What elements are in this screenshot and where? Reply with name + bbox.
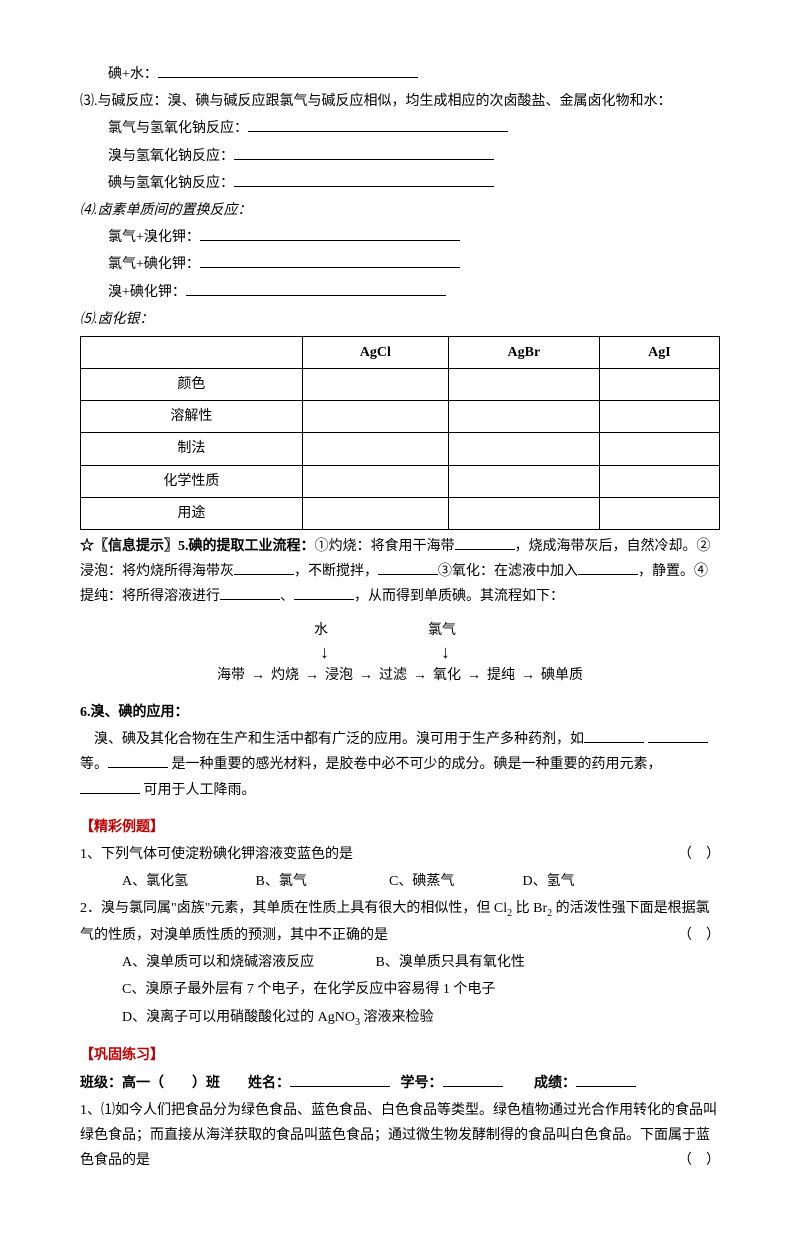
blank[interactable] (200, 226, 460, 241)
blank[interactable] (378, 560, 438, 575)
blank[interactable] (294, 585, 354, 600)
arrow-down-icon: ↓ (441, 643, 450, 661)
cell[interactable] (448, 497, 599, 529)
row-label: 颜色 (81, 369, 303, 401)
cell[interactable] (302, 433, 448, 465)
th-agcl: AgCl (302, 336, 448, 368)
blank[interactable] (584, 728, 644, 743)
flow-step: 碘单质 (541, 663, 583, 688)
blank[interactable] (234, 145, 494, 160)
cell[interactable] (448, 401, 599, 433)
th-blank (81, 336, 303, 368)
arrow-right-icon: → (359, 663, 373, 688)
answer-paren[interactable]: （ ） (678, 842, 720, 867)
flow-step: 海带 (217, 663, 245, 688)
student-info: 班级：高一（ ）班 姓名： 学号： 成绩： (80, 1071, 720, 1096)
fill-cl2-kbr: 氯气+溴化钾： (80, 225, 720, 250)
cell[interactable] (302, 465, 448, 497)
cell[interactable] (448, 369, 599, 401)
opt-b[interactable]: B、溴单质只具有氧化性 (376, 955, 525, 970)
blank[interactable] (186, 281, 446, 296)
th-agi: AgI (599, 336, 719, 368)
cell[interactable] (599, 465, 719, 497)
opt-c[interactable]: C、碘蒸气 (389, 869, 519, 894)
arrow-right-icon: → (467, 663, 481, 688)
blank[interactable] (220, 585, 280, 600)
answer-paren[interactable]: （ ） (678, 923, 720, 948)
answer-paren[interactable]: （ ） (678, 1148, 720, 1173)
arrow-right-icon: → (413, 663, 427, 688)
q2-opt-ab: A、溴单质可以和烧碱溶液反应 B、溴单质只具有氧化性 (80, 950, 720, 975)
blank[interactable] (108, 753, 168, 768)
q3-stem: 1、⑴如今人们把食品分为绿色食品、蓝色食品、白色食品等类型。绿色植物通过光合作用… (80, 1098, 720, 1174)
blank[interactable] (158, 63, 418, 78)
opt-a[interactable]: A、氯化氢 (122, 869, 252, 894)
item-4-displacement: ⑷.卤素单质间的置换反应： (80, 198, 720, 223)
fill-br2-naoh: 溴与氢氧化钠反应： (80, 144, 720, 169)
row-label: 化学性质 (81, 465, 303, 497)
blank[interactable] (200, 253, 460, 268)
applications-text: 溴、碘及其化合物在生产和生活中都有广泛的应用。溴可用于生产多种药剂，如 等。 是… (80, 727, 720, 803)
q2-stem: 2．溴与氯同属"卤族"元素，其单质在性质上具有很大的相似性，但 Cl2 比 Br… (80, 896, 720, 948)
opt-a[interactable]: A、溴单质可以和烧碱溶液反应 (122, 950, 372, 975)
fill-cl2-ki: 氯气+碘化钾： (80, 252, 720, 277)
fill-line-iodine-water: 碘+水： (80, 62, 720, 87)
blank[interactable] (248, 117, 508, 132)
row-label: 溶解性 (81, 401, 303, 433)
blank[interactable] (648, 728, 708, 743)
flow-label-water: 水 (314, 618, 328, 643)
item-6-applications: 6.溴、碘的应用： (80, 700, 720, 725)
flow-step: 氧化 (433, 663, 461, 688)
q1-options: A、氯化氢 B、氯气 C、碘蒸气 D、氢气 (80, 869, 720, 894)
opt-d[interactable]: D、氢气 (523, 869, 653, 894)
q1-stem: 1、下列气体可使淀粉碘化钾溶液变蓝色的是 （ ） (80, 842, 720, 867)
cell[interactable] (599, 401, 719, 433)
cell[interactable] (599, 433, 719, 465)
cell[interactable] (302, 369, 448, 401)
info-hint-5: ☆〖信息提示〗5.碘的提取工业流程：①灼烧：将食用干海带，烧成海带灰后，自然冷却… (80, 534, 720, 610)
cell[interactable] (302, 401, 448, 433)
section-practice: 【巩固练习】 (80, 1043, 720, 1068)
blank[interactable] (455, 535, 515, 550)
arrow-right-icon: → (521, 663, 535, 688)
item-3-alkali: ⑶.与碱反应：溴、碘与碱反应跟氯气与碱反应相似，均生成相应的次卤酸盐、金属卤化物… (80, 89, 720, 114)
flow-label-cl2: 氯气 (428, 618, 456, 643)
blank[interactable] (234, 560, 294, 575)
flow-step: 浸泡 (325, 663, 353, 688)
flow-step: 提纯 (487, 663, 515, 688)
agx-table: AgCl AgBr AgI 颜色 溶解性 制法 化学性质 用途 (80, 336, 720, 530)
cell[interactable] (599, 497, 719, 529)
blank[interactable] (80, 779, 140, 794)
fill-cl2-naoh: 氯气与氢氧化钠反应： (80, 116, 720, 141)
th-agbr: AgBr (448, 336, 599, 368)
arrow-down-icon: ↓ (320, 643, 329, 661)
cell[interactable] (448, 433, 599, 465)
fill-br2-ki: 溴+碘化钾： (80, 280, 720, 305)
blank[interactable] (578, 560, 638, 575)
cell[interactable] (302, 497, 448, 529)
opt-b[interactable]: B、氯气 (256, 869, 386, 894)
q2-opt-d[interactable]: D、溴离子可以用硝酸酸化过的 AgNO3 溶液来检验 (80, 1005, 720, 1032)
row-label: 制法 (81, 433, 303, 465)
flow-diagram: 水 氯气 ↓ ↓ 海带→ 灼烧→ 浸泡→ 过滤→ 氧化→ 提纯→ 碘单质 (80, 618, 720, 688)
flow-step: 过滤 (379, 663, 407, 688)
row-label: 用途 (81, 497, 303, 529)
blank-score[interactable] (576, 1072, 636, 1087)
flow-step: 灼烧 (271, 663, 299, 688)
blank-id[interactable] (443, 1072, 503, 1087)
q2-opt-c[interactable]: C、溴原子最外层有 7 个电子，在化学反应中容易得 1 个电子 (80, 977, 720, 1002)
cell[interactable] (448, 465, 599, 497)
fill-i2-naoh: 碘与氢氧化钠反应： (80, 171, 720, 196)
cell[interactable] (599, 369, 719, 401)
blank-name[interactable] (290, 1072, 390, 1087)
arrow-right-icon: → (251, 663, 265, 688)
item-5-agx: ⑸.卤化银： (80, 307, 720, 332)
blank[interactable] (234, 172, 494, 187)
arrow-right-icon: → (305, 663, 319, 688)
section-examples: 【精彩例题】 (80, 815, 720, 840)
